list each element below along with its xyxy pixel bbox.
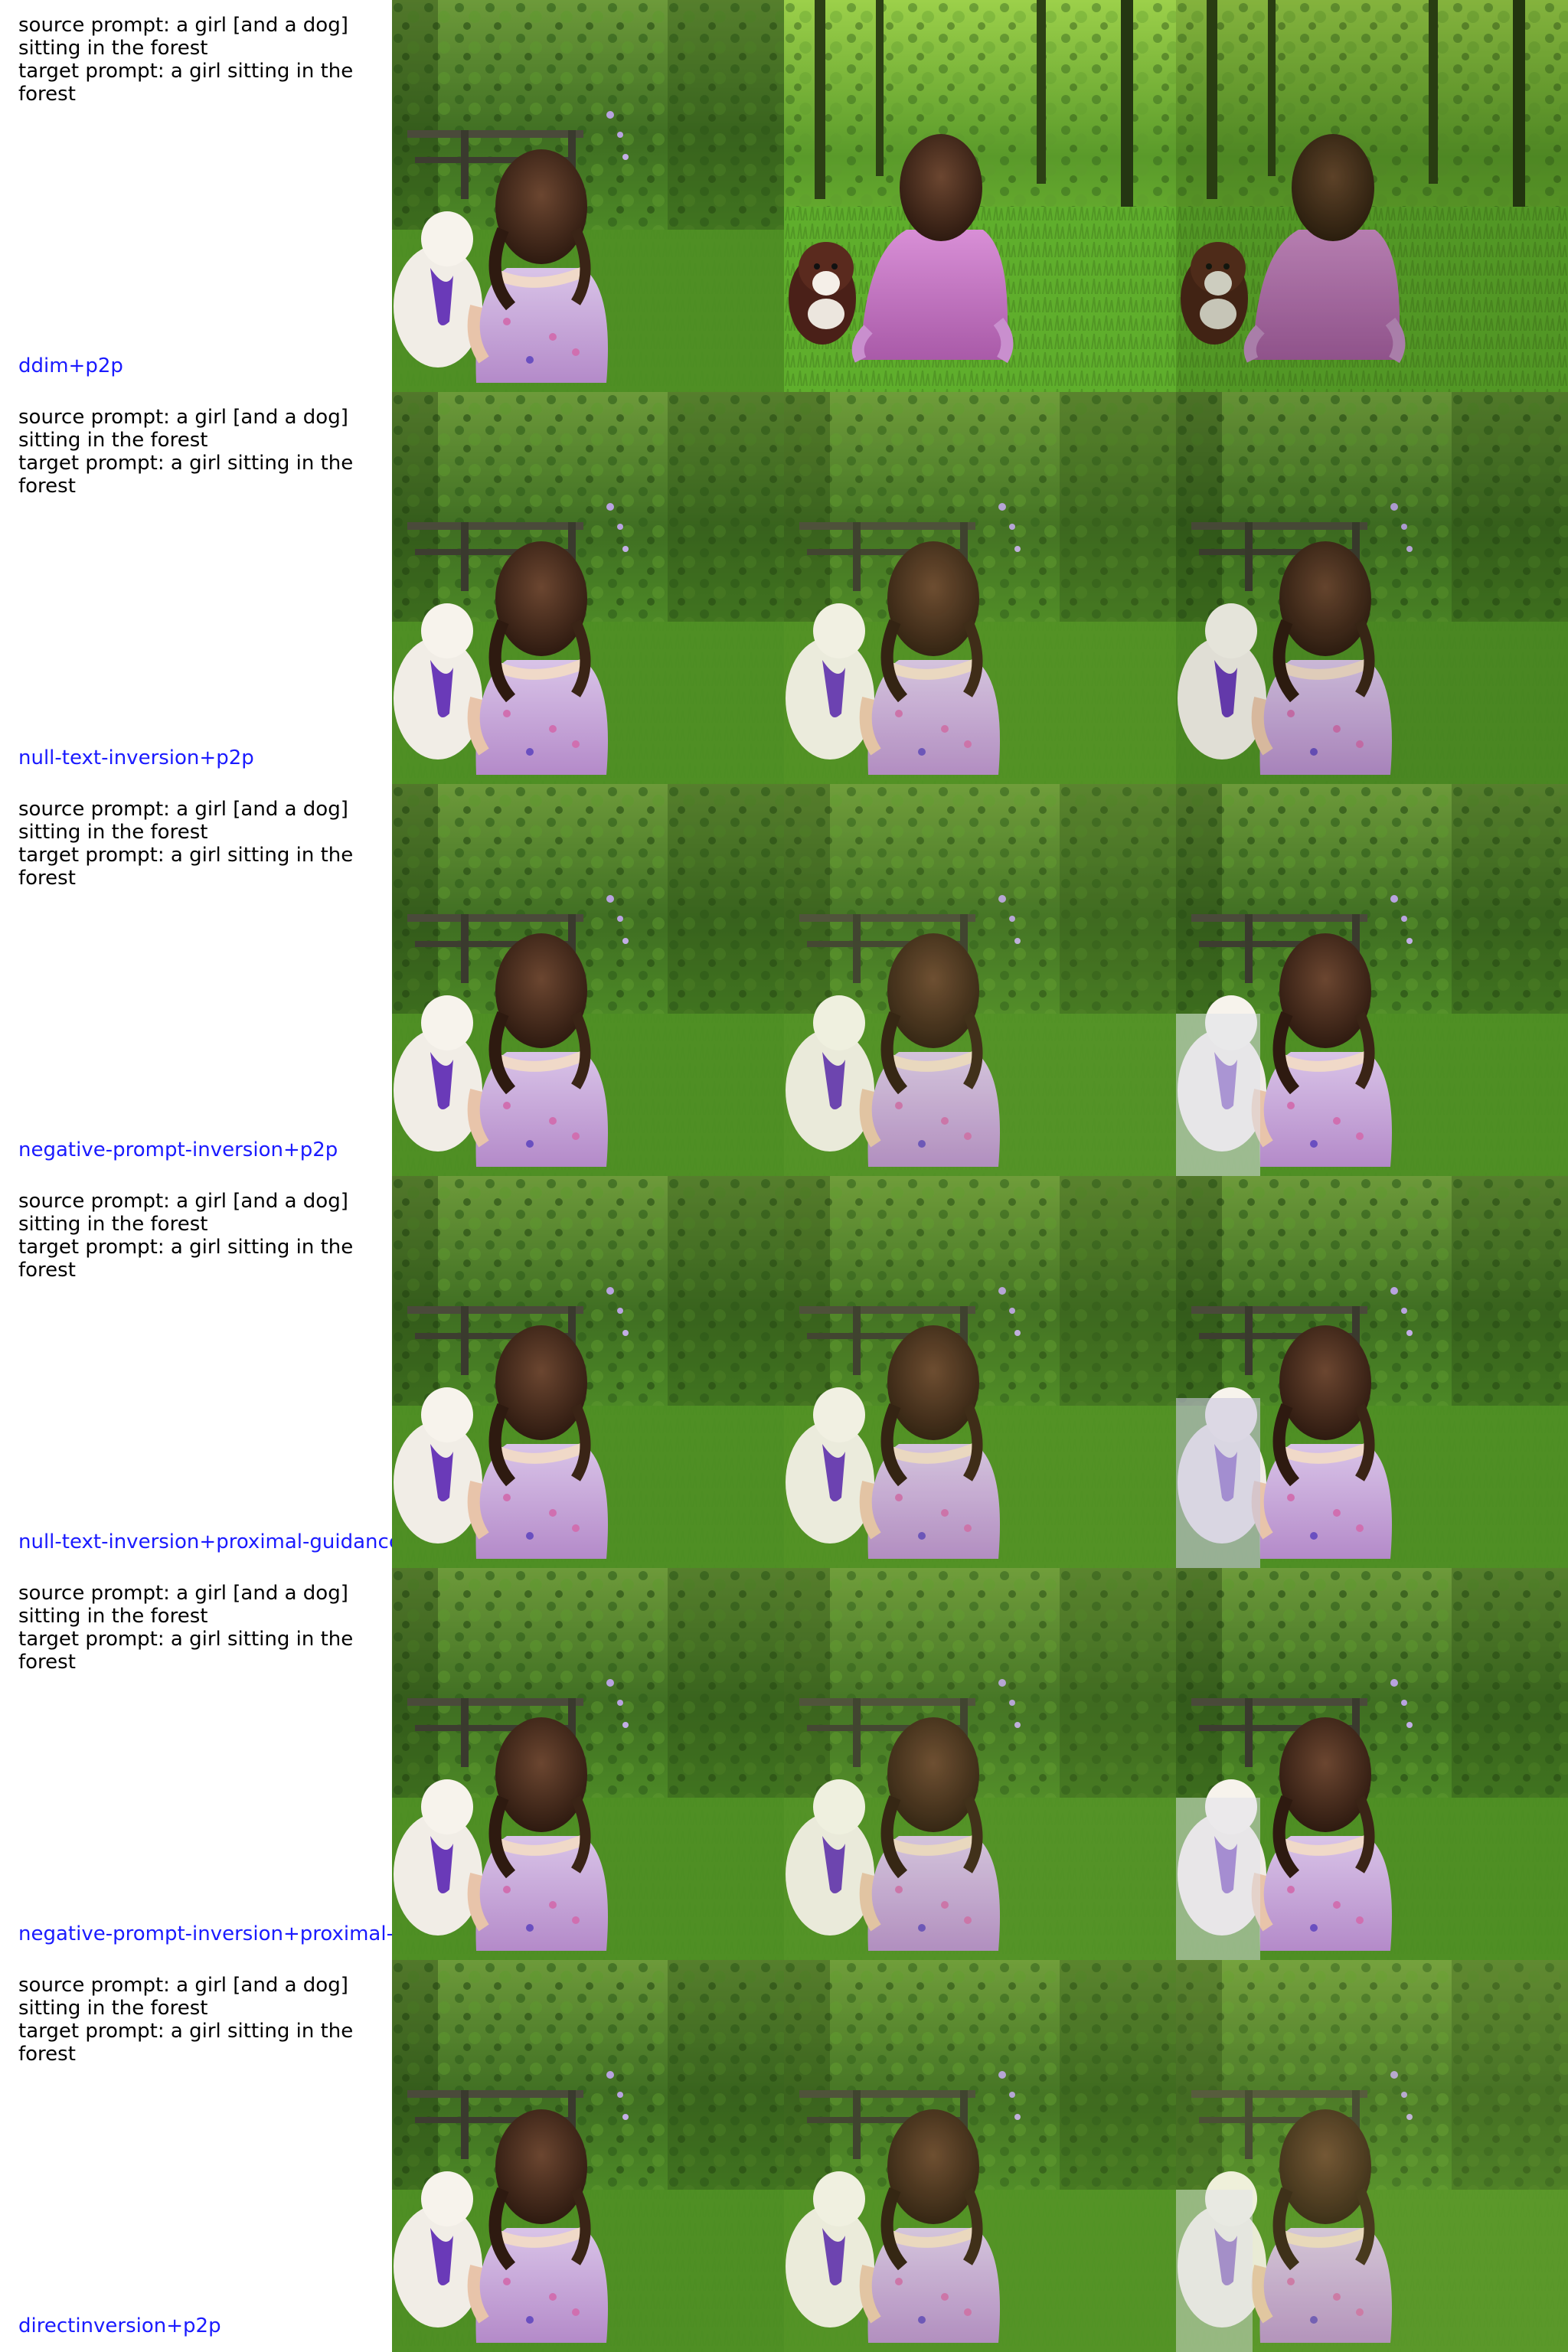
prompt-text: source prompt: a girl [and a dog] sittin… — [18, 1582, 363, 1674]
edited-image-b — [1176, 0, 1568, 392]
edited-image-b — [1176, 784, 1568, 1176]
edited-image-a — [784, 1568, 1176, 1960]
target-prompt: target prompt: a girl sitting in the for… — [18, 1628, 354, 1674]
target-prompt: target prompt: a girl sitting in the for… — [18, 452, 354, 498]
comparison-row: source prompt: a girl [and a dog] sittin… — [0, 784, 1568, 1176]
comparison-row: source prompt: a girl [and a dog] sittin… — [0, 1176, 1568, 1568]
prompt-text: source prompt: a girl [and a dog] sittin… — [18, 1190, 363, 1282]
row-label-panel: source prompt: a girl [and a dog] sittin… — [0, 392, 392, 784]
source-image — [392, 1568, 784, 1960]
comparison-row: source prompt: a girl [and a dog] sittin… — [0, 0, 1568, 392]
edited-image-a — [784, 392, 1176, 784]
target-prompt: target prompt: a girl sitting in the for… — [18, 60, 354, 106]
source-image — [392, 1960, 784, 2352]
edited-image-a — [784, 0, 1176, 392]
method-label: directinversion+p2p — [18, 2314, 221, 2337]
source-image — [392, 784, 784, 1176]
prompt-text: source prompt: a girl [and a dog] sittin… — [18, 14, 363, 106]
edited-image-b — [1176, 1960, 1568, 2352]
source-prompt: source prompt: a girl [and a dog] sittin… — [18, 1190, 348, 1236]
target-prompt: target prompt: a girl sitting in the for… — [18, 1236, 354, 1282]
row-label-panel: source prompt: a girl [and a dog] sittin… — [0, 1960, 392, 2352]
source-prompt: source prompt: a girl [and a dog] sittin… — [18, 1582, 348, 1628]
source-image — [392, 1176, 784, 1568]
edited-image-a — [784, 784, 1176, 1176]
method-label: null-text-inversion+proximal-guidance — [18, 1530, 392, 1553]
prompt-text: source prompt: a girl [and a dog] sittin… — [18, 798, 363, 890]
source-prompt: source prompt: a girl [and a dog] sittin… — [18, 406, 348, 452]
edited-image-b — [1176, 392, 1568, 784]
row-label-panel: source prompt: a girl [and a dog] sittin… — [0, 1176, 392, 1568]
source-image — [392, 0, 784, 392]
edited-image-a — [784, 1960, 1176, 2352]
prompt-text: source prompt: a girl [and a dog] sittin… — [18, 406, 363, 498]
method-label: negative-prompt-inversion+proximal-g — [18, 1922, 392, 1945]
edited-image-b — [1176, 1568, 1568, 1960]
method-label: ddim+p2p — [18, 354, 123, 377]
row-label-panel: source prompt: a girl [and a dog] sittin… — [0, 0, 392, 392]
comparison-row: source prompt: a girl [and a dog] sittin… — [0, 1568, 1568, 1960]
source-prompt: source prompt: a girl [and a dog] sittin… — [18, 798, 348, 844]
method-label: null-text-inversion+p2p — [18, 746, 254, 769]
comparison-row: source prompt: a girl [and a dog] sittin… — [0, 392, 1568, 784]
prompt-text: source prompt: a girl [and a dog] sittin… — [18, 1974, 363, 2066]
row-label-panel: source prompt: a girl [and a dog] sittin… — [0, 1568, 392, 1960]
row-label-panel: source prompt: a girl [and a dog] sittin… — [0, 784, 392, 1176]
source-prompt: source prompt: a girl [and a dog] sittin… — [18, 1974, 348, 2020]
source-prompt: source prompt: a girl [and a dog] sittin… — [18, 14, 348, 60]
method-label: negative-prompt-inversion+p2p — [18, 1138, 338, 1161]
edited-image-b — [1176, 1176, 1568, 1568]
comparison-row: source prompt: a girl [and a dog] sittin… — [0, 1960, 1568, 2352]
source-image — [392, 392, 784, 784]
target-prompt: target prompt: a girl sitting in the for… — [18, 844, 354, 890]
target-prompt: target prompt: a girl sitting in the for… — [18, 2020, 354, 2066]
edited-image-a — [784, 1176, 1176, 1568]
